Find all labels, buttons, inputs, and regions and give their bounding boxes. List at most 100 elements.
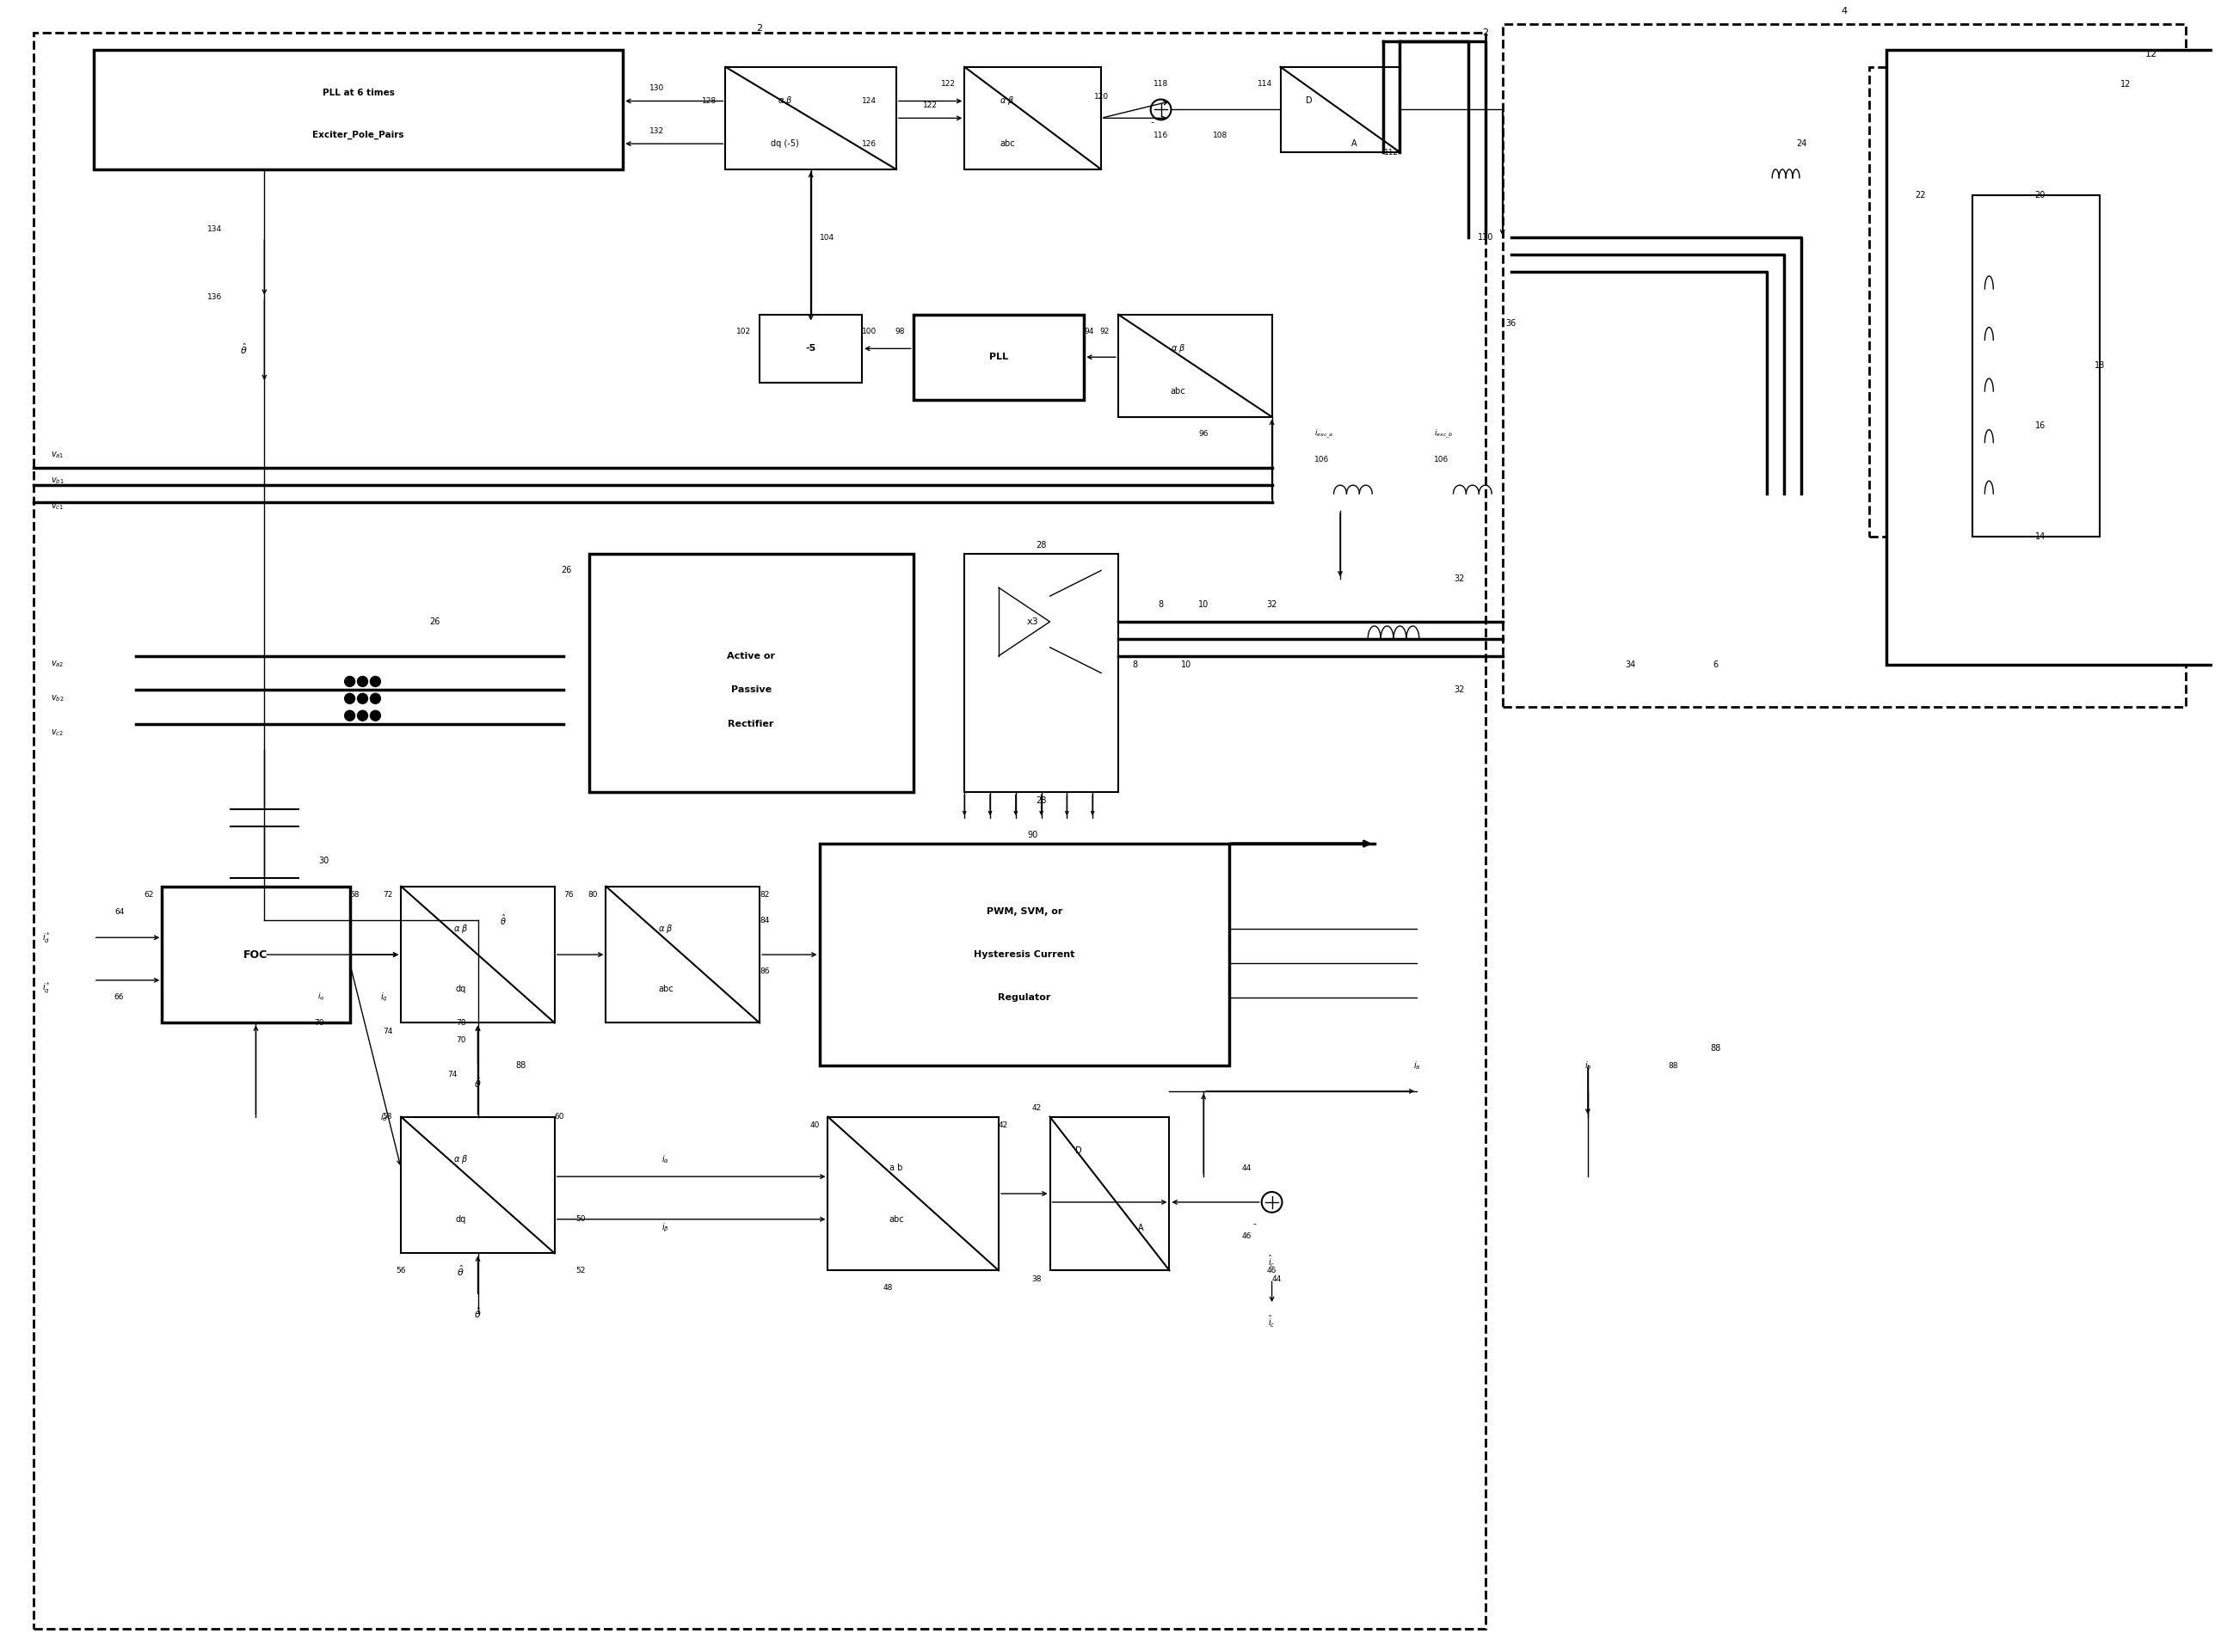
Text: $v_{c2}$: $v_{c2}$	[51, 727, 64, 738]
Text: 44: 44	[1242, 1165, 1250, 1171]
Text: 128: 128	[702, 97, 717, 106]
Text: 72: 72	[382, 890, 393, 899]
Text: $\hat{\theta}$: $\hat{\theta}$	[458, 1264, 464, 1277]
Text: 120: 120	[1093, 93, 1108, 101]
Circle shape	[344, 710, 355, 720]
FancyBboxPatch shape	[1886, 50, 2221, 664]
Text: $\alpha$ $\beta$: $\alpha$ $\beta$	[453, 1153, 469, 1166]
Text: $\alpha$ $\beta$: $\alpha$ $\beta$	[777, 96, 793, 107]
FancyBboxPatch shape	[606, 887, 760, 1023]
Text: 28: 28	[1035, 796, 1046, 805]
Text: $\hat{\theta}$: $\hat{\theta}$	[473, 1075, 482, 1090]
Circle shape	[344, 694, 355, 704]
Text: $\hat{\theta}$: $\hat{\theta}$	[473, 1307, 482, 1320]
Text: 88: 88	[1710, 1044, 1721, 1052]
Text: 10: 10	[1182, 661, 1193, 669]
Text: 98: 98	[895, 327, 904, 335]
Text: PLL: PLL	[988, 354, 1008, 362]
Text: PWM, SVM, or: PWM, SVM, or	[986, 907, 1062, 917]
Text: 100: 100	[862, 327, 877, 335]
Text: 124: 124	[862, 97, 877, 106]
FancyBboxPatch shape	[964, 66, 1102, 170]
Text: 80: 80	[589, 890, 597, 899]
Text: 130: 130	[651, 84, 664, 93]
Text: 88: 88	[515, 1061, 526, 1070]
Text: 40: 40	[811, 1122, 820, 1130]
Text: -: -	[1150, 117, 1155, 127]
Text: $\hat{\theta}$: $\hat{\theta}$	[500, 914, 506, 927]
Text: abc: abc	[888, 1214, 904, 1224]
Text: 126: 126	[862, 140, 877, 147]
Text: $\alpha$ $\beta$: $\alpha$ $\beta$	[999, 96, 1015, 107]
Text: dq (-5): dq (-5)	[771, 139, 800, 149]
FancyBboxPatch shape	[820, 844, 1228, 1066]
Text: 104: 104	[820, 233, 835, 241]
Text: 118: 118	[1153, 79, 1168, 88]
Text: $i_b$: $i_b$	[1584, 1059, 1592, 1072]
Text: 82: 82	[760, 890, 768, 899]
Text: $\hat{i}_c$: $\hat{i}_c$	[1268, 1254, 1275, 1270]
Text: $i_{\beta}$: $i_{\beta}$	[662, 1221, 669, 1234]
Text: 8: 8	[1133, 661, 1137, 669]
Text: 50: 50	[575, 1216, 586, 1222]
Text: 112: 112	[1384, 149, 1399, 157]
Text: 136: 136	[207, 294, 222, 301]
Text: 52: 52	[575, 1267, 584, 1274]
Text: dq: dq	[455, 985, 466, 993]
Text: $v_{c1}$: $v_{c1}$	[51, 502, 64, 512]
Text: $v_{b2}$: $v_{b2}$	[51, 694, 64, 704]
Text: abc: abc	[999, 139, 1015, 149]
Text: PLL at 6 times: PLL at 6 times	[322, 88, 395, 97]
Text: $i_a$: $i_a$	[1413, 1059, 1421, 1072]
Text: 2: 2	[757, 25, 762, 33]
Circle shape	[344, 676, 355, 687]
Text: x3: x3	[1026, 618, 1039, 626]
Text: $i_d$: $i_d$	[380, 1110, 389, 1123]
Text: 26: 26	[562, 567, 571, 575]
Circle shape	[371, 676, 380, 687]
Text: abc: abc	[657, 985, 673, 993]
Text: $\alpha$ $\beta$: $\alpha$ $\beta$	[657, 923, 673, 935]
Text: $i_d^*$: $i_d^*$	[42, 930, 51, 945]
Text: 10: 10	[1199, 600, 1208, 610]
Text: 26: 26	[431, 618, 440, 626]
Text: 34: 34	[1626, 661, 1635, 669]
Text: $i_{\alpha}$: $i_{\alpha}$	[662, 1153, 669, 1165]
Text: 86: 86	[760, 968, 768, 976]
Text: 42: 42	[1033, 1105, 1042, 1112]
Text: abc: abc	[1170, 387, 1186, 395]
Circle shape	[371, 710, 380, 720]
Text: Exciter_Pole_Pairs: Exciter_Pole_Pairs	[313, 131, 404, 140]
FancyBboxPatch shape	[1117, 314, 1273, 416]
Text: Passive: Passive	[731, 686, 771, 694]
FancyBboxPatch shape	[913, 314, 1084, 400]
Text: 46: 46	[1242, 1232, 1250, 1241]
Text: $v_{a2}$: $v_{a2}$	[51, 659, 64, 669]
Text: 102: 102	[737, 327, 751, 335]
Text: $\alpha$ $\beta$: $\alpha$ $\beta$	[1170, 342, 1186, 355]
Text: 32: 32	[1266, 600, 1277, 610]
Text: 74: 74	[382, 1028, 393, 1036]
Text: $v_{a1}$: $v_{a1}$	[51, 451, 64, 461]
Text: 2: 2	[1481, 28, 1488, 36]
Text: -: -	[1253, 1219, 1257, 1227]
Text: 60: 60	[555, 1113, 564, 1120]
Text: $i_q$: $i_q$	[318, 991, 324, 1003]
Text: FOC: FOC	[244, 948, 269, 960]
Text: 12: 12	[2145, 50, 2157, 58]
Text: 132: 132	[651, 127, 664, 135]
Text: 84: 84	[760, 917, 768, 925]
Text: 108: 108	[1213, 131, 1228, 139]
Text: $i_q$: $i_q$	[380, 991, 389, 1003]
Circle shape	[358, 676, 369, 687]
FancyBboxPatch shape	[1972, 195, 2101, 537]
Text: 116: 116	[1153, 131, 1168, 139]
Text: 56: 56	[395, 1267, 406, 1274]
Text: Active or: Active or	[726, 651, 775, 661]
Text: 70: 70	[455, 1036, 466, 1044]
Text: 122: 122	[942, 79, 955, 88]
Text: 14: 14	[2034, 532, 2046, 540]
Text: $i_{exc\_a}$: $i_{exc\_a}$	[1315, 428, 1333, 439]
Text: 110: 110	[1477, 233, 1493, 241]
Text: 106: 106	[1315, 456, 1330, 464]
